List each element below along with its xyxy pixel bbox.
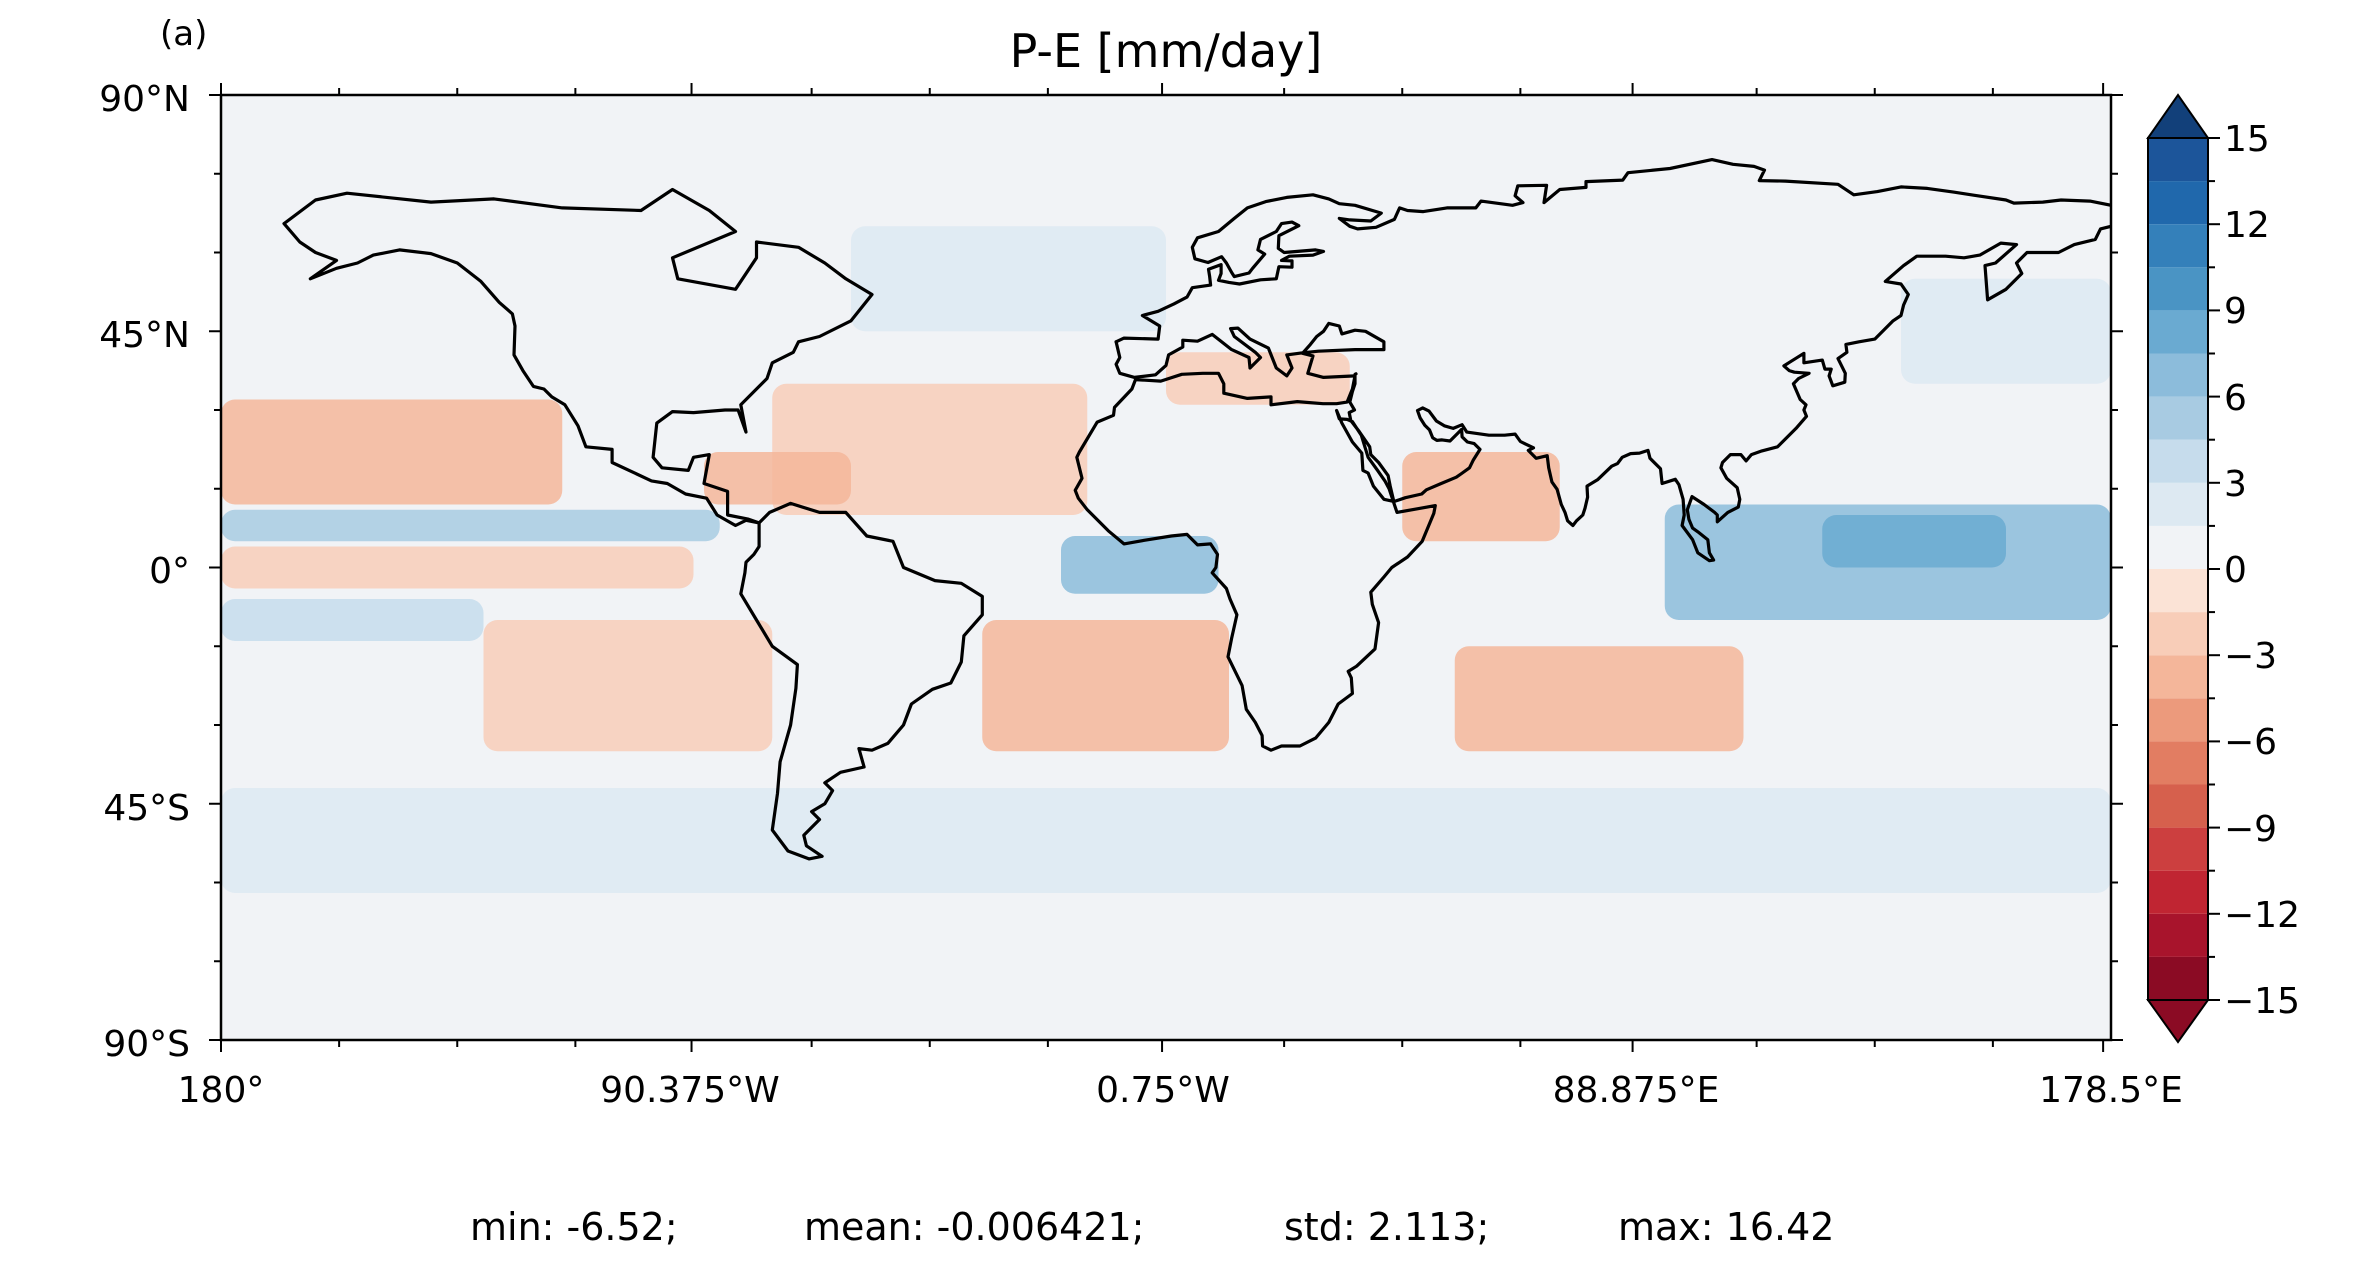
colorbar-swatch <box>2148 353 2208 397</box>
colorbar-extend-bottom <box>2146 999 2210 1044</box>
x-tick-label-180: 180° <box>178 1070 265 1111</box>
axis-ticks <box>209 83 2123 1052</box>
colorbar-label-12: 12 <box>2224 205 2270 246</box>
field-region-south-atlantic-dry <box>982 620 1229 752</box>
colorbar-swatch <box>2148 827 2208 871</box>
colorbar-swatch <box>2148 569 2208 613</box>
colorbar-label-minus9: −9 <box>2224 809 2277 850</box>
map-field-layer <box>221 226 2111 893</box>
field-region-arabian-sea-dry <box>1402 452 1560 542</box>
colorbar-label-minus3: −3 <box>2224 636 2277 677</box>
colorbar-label-minus12: −12 <box>2224 895 2300 936</box>
colorbar-extend-top <box>2146 93 2210 139</box>
colorbar-swatch <box>2148 267 2208 311</box>
y-tick-label-45s: 45°S <box>103 788 190 829</box>
colorbar-swatch <box>2148 870 2208 914</box>
colorbar-label-9: 9 <box>2224 291 2247 332</box>
colorbar-swatch <box>2148 612 2208 656</box>
stat-max: max: 16.42 <box>1618 1205 1834 1249</box>
colorbar-swatch <box>2148 741 2208 785</box>
y-axis-labels: 90°N 45°N 0° 45°S 90°S <box>99 79 190 1065</box>
colorbar-swatch <box>2148 655 2208 699</box>
colorbar-swatch <box>2148 698 2208 742</box>
colorbar-swatch <box>2148 956 2208 1000</box>
x-axis-labels: 180° 90.375°W 0.75°W 88.875°E 178.5°E <box>178 1070 2183 1111</box>
colorbar-label-3: 3 <box>2224 464 2247 505</box>
coastline-4 <box>1392 224 2111 563</box>
x-tick-label-178e: 178.5°E <box>2039 1070 2183 1111</box>
colorbar-swatch <box>2148 224 2208 268</box>
x-tick-label-90e: 88.875°E <box>1553 1070 1720 1111</box>
y-tick-label-eq: 0° <box>149 551 190 592</box>
field-region-caribbean-dry <box>704 452 851 505</box>
colorbar: 15 12 9 6 3 0 −3 −6 −9 −12 −15 <box>2146 93 2300 1044</box>
colorbar-swatch <box>2148 913 2208 957</box>
stat-min: min: -6.52; <box>470 1205 678 1249</box>
colorbar-swatch <box>2148 181 2208 225</box>
colorbar-swatch <box>2148 396 2208 440</box>
map-title: P-E [mm/day] <box>1010 24 1323 78</box>
y-tick-label-90s: 90°S <box>103 1024 190 1065</box>
colorbar-tick-labels: 15 12 9 6 3 0 −3 −6 −9 −12 −15 <box>2224 119 2300 1022</box>
coastline-3 <box>1114 158 2111 344</box>
colorbar-label-minus6: −6 <box>2224 722 2277 763</box>
field-region-southeast-pacific-dry <box>483 620 773 752</box>
field-region-southern-ocean-storm-track-wet <box>221 788 2111 893</box>
colorbar-label-minus15: −15 <box>2224 981 2300 1022</box>
stats-footer: min: -6.52; mean: -0.006421; std: 2.113;… <box>470 1205 1834 1249</box>
field-region-pacific-itcz-wet <box>221 509 720 542</box>
coastline-1 <box>739 501 984 861</box>
colorbar-label-0: 0 <box>2224 550 2247 591</box>
field-region-mediterranean-dry <box>1166 352 1350 405</box>
stat-mean: mean: -0.006421; <box>804 1205 1144 1249</box>
colorbar-ticks <box>2208 137 2220 1001</box>
colorbar-swatch <box>2148 310 2208 354</box>
field-region-gulf-of-guinea-wet <box>1061 536 1219 594</box>
colorbar-swatch <box>2148 439 2208 483</box>
field-region-western-pacific-warm-pool-wet <box>1822 515 2006 568</box>
colorbar-swatch <box>2148 525 2208 569</box>
x-tick-label-0: 0.75°W <box>1096 1070 1230 1111</box>
coastline-layer <box>282 158 2111 861</box>
colorbar-swatch <box>2148 138 2208 182</box>
colorbar-swatch <box>2148 784 2208 828</box>
field-region-north-pacific-subtropical-dry <box>221 399 563 505</box>
colorbar-label-15: 15 <box>2224 119 2270 160</box>
field-region-north-atlantic-storm-track-wet <box>851 226 1166 332</box>
map-panel <box>219 93 2113 1042</box>
colorbar-swatches <box>2148 138 2208 1000</box>
coastline-2 <box>1073 321 1437 752</box>
colorbar-swatch <box>2148 482 2208 526</box>
colorbar-label-6: 6 <box>2224 378 2247 419</box>
stat-std: std: 2.113; <box>1284 1205 1489 1249</box>
field-region-south-indian-dry <box>1454 646 1744 752</box>
field-region-north-pacific-storm-track-wet <box>1901 278 2111 384</box>
y-tick-label-45n: 45°N <box>99 315 190 356</box>
field-region-south-pacific-convergence-wet <box>221 599 484 641</box>
panel-label: (a) <box>160 14 207 54</box>
field-region-equatorial-pacific-dry <box>221 546 694 589</box>
x-tick-label-90w: 90.375°W <box>600 1070 780 1111</box>
y-tick-label-90n: 90°N <box>99 79 190 120</box>
coastline-0 <box>282 187 874 528</box>
